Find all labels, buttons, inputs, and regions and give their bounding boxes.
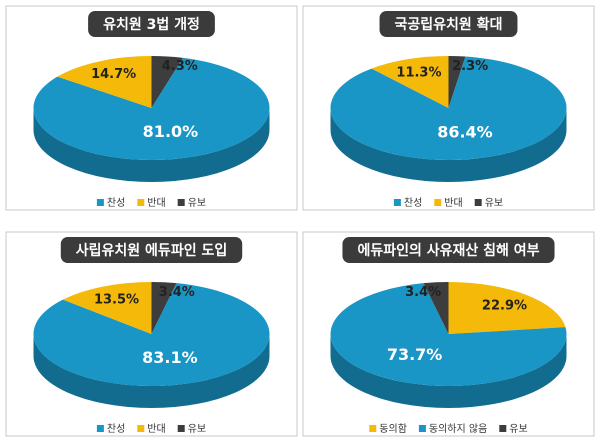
pie-top: [423, 282, 449, 334]
value-label: 13.5%: [94, 292, 139, 307]
pie-top: [33, 283, 270, 386]
legend: 찬성 반대 유보: [393, 197, 503, 209]
pie-sides: [33, 108, 270, 182]
legend-swatch: [137, 425, 145, 432]
pie-top: [33, 57, 270, 160]
pie-slice: [330, 283, 567, 386]
pie-top: [151, 282, 177, 334]
value-label: 73.7%: [387, 345, 443, 364]
pie-slice: [371, 56, 449, 108]
legend-label: 유보: [485, 197, 503, 209]
title-pill: [88, 11, 215, 37]
legend-label: 유보: [188, 423, 206, 435]
legend-label: 찬성: [107, 423, 125, 435]
legend-swatch: [96, 425, 104, 432]
legend: 찬성 반대 유보: [96, 423, 206, 435]
value-label: 3.4%: [159, 285, 195, 300]
pie-top: [371, 56, 449, 108]
legend-swatch: [393, 199, 401, 206]
pie-top: [448, 56, 466, 108]
chart-title: 사립유치원 에듀파인 도입: [76, 242, 227, 259]
legend-swatch: [96, 199, 104, 206]
legend-swatch: [137, 199, 145, 206]
legend-label: 반대: [147, 423, 165, 435]
legend: 찬성 반대 유보: [96, 197, 206, 209]
legend-swatch: [499, 425, 507, 432]
pie-slice: [57, 56, 152, 108]
value-label: 3.4%: [405, 285, 441, 300]
pie-slice: [33, 57, 270, 160]
chart-panel: 에듀파인의 사유재산 침해 여부 22.9% 73.7% 3.4% 동의함 동의하지 않음…: [302, 231, 595, 437]
pie-sides: [330, 108, 567, 182]
pie-sides: [330, 334, 567, 408]
value-label: 2.3%: [452, 59, 488, 74]
pie-top: [448, 282, 566, 334]
legend-swatch: [434, 199, 442, 206]
legend-swatch: [474, 199, 482, 206]
value-label: 81.0%: [143, 122, 199, 141]
pie-tops: [330, 282, 567, 386]
pie-tops: [33, 56, 270, 160]
value-label: 22.9%: [482, 298, 527, 313]
value-label: 86.4%: [437, 122, 493, 141]
pie-tops: [330, 56, 567, 161]
pie-slice: [151, 282, 177, 334]
value-label: 83.1%: [142, 348, 198, 367]
pie-slice: [33, 283, 270, 386]
chart-panel: 국공립유치원 확대 2.3% 86.4% 11.3% 찬성 반대 유보: [302, 5, 595, 211]
legend-label: 찬성: [404, 197, 422, 209]
legend-label: 유보: [188, 197, 206, 209]
chart-panel: 사립유치원 에듀파인 도입 3.4% 83.1% 13.5% 찬성 반대 유보: [5, 231, 298, 437]
pie-slice: [448, 282, 566, 334]
pie-side: [33, 108, 270, 182]
legend-label: 동의함: [379, 423, 407, 435]
pie-sides: [33, 334, 270, 408]
pie-slice: [423, 282, 449, 334]
legend-label: 찬성: [107, 197, 125, 209]
pie-side: [33, 334, 270, 408]
legend: 동의함 동의하지 않음 유보: [369, 422, 528, 435]
legend-swatch: [177, 199, 185, 206]
legend-label: 반대: [147, 197, 165, 209]
pie-slice: [62, 282, 152, 334]
chart-title: 국공립유치원 확대: [395, 16, 503, 33]
value-label: 11.3%: [396, 65, 441, 80]
pie-top: [57, 56, 152, 108]
pie-top: [330, 56, 567, 161]
pie-side: [330, 334, 567, 408]
legend-label: 유보: [509, 423, 527, 435]
legend-swatch: [418, 425, 426, 432]
pie-top: [62, 282, 152, 334]
legend-label: 동의하지 않음: [429, 422, 487, 435]
chart-title: 에듀파인의 사유재산 침해 여부: [357, 242, 539, 259]
title-pill: [379, 11, 518, 37]
pie-slice: [448, 56, 466, 108]
legend-label: 반대: [444, 197, 462, 209]
chart-title: 유치원 3법 개정: [103, 16, 200, 33]
pie-side: [330, 108, 567, 182]
legend-swatch: [177, 425, 185, 432]
pie-slice: [330, 56, 567, 161]
pie-tops: [33, 282, 270, 386]
pie-slice: [151, 56, 183, 108]
chart-panel: 유치원 3법 개정 4.3% 81.0% 14.7% 찬성 반대 유보: [5, 5, 298, 211]
title-pill: [60, 237, 243, 263]
pie-top: [330, 283, 567, 386]
pie-top: [151, 56, 183, 108]
value-label: 4.3%: [162, 59, 198, 74]
value-label: 14.7%: [91, 67, 136, 82]
title-pill: [342, 237, 555, 263]
legend-swatch: [369, 425, 377, 432]
